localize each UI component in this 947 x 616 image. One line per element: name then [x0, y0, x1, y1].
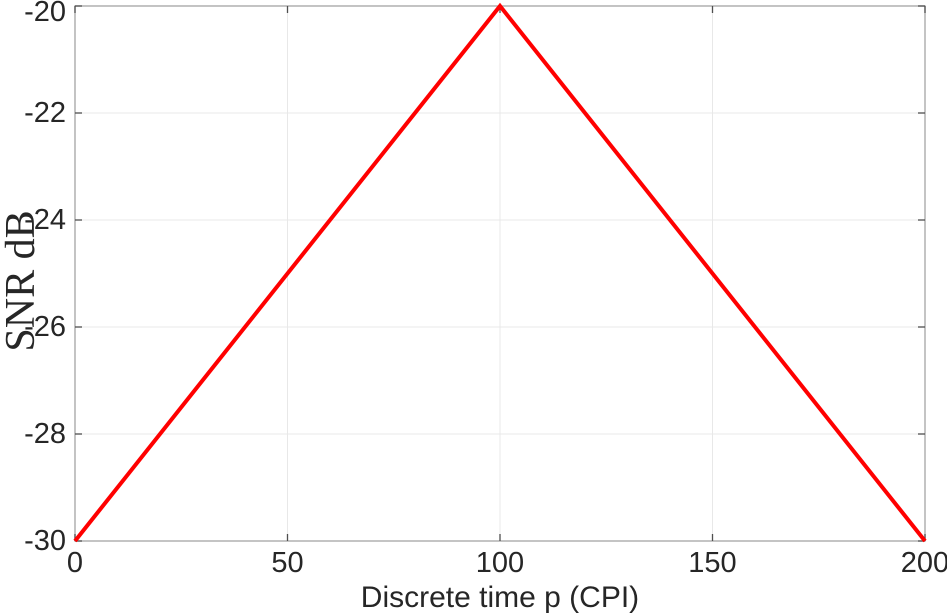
y-tick-label: -30	[24, 525, 66, 557]
x-tick-label: 150	[688, 547, 736, 579]
snr-series-line	[73, 2, 927, 543]
x-tick-label: 100	[476, 547, 524, 579]
y-tick-label: -24	[24, 204, 66, 236]
y-tick-label: -26	[24, 311, 66, 343]
x-tick-label: 0	[67, 547, 83, 579]
y-tick-label: -20	[24, 0, 66, 28]
y-tick-label: -22	[24, 97, 66, 129]
x-tick-label: 50	[271, 547, 303, 579]
y-tick-label: -28	[24, 418, 66, 450]
x-tick-label: 200	[901, 547, 947, 579]
